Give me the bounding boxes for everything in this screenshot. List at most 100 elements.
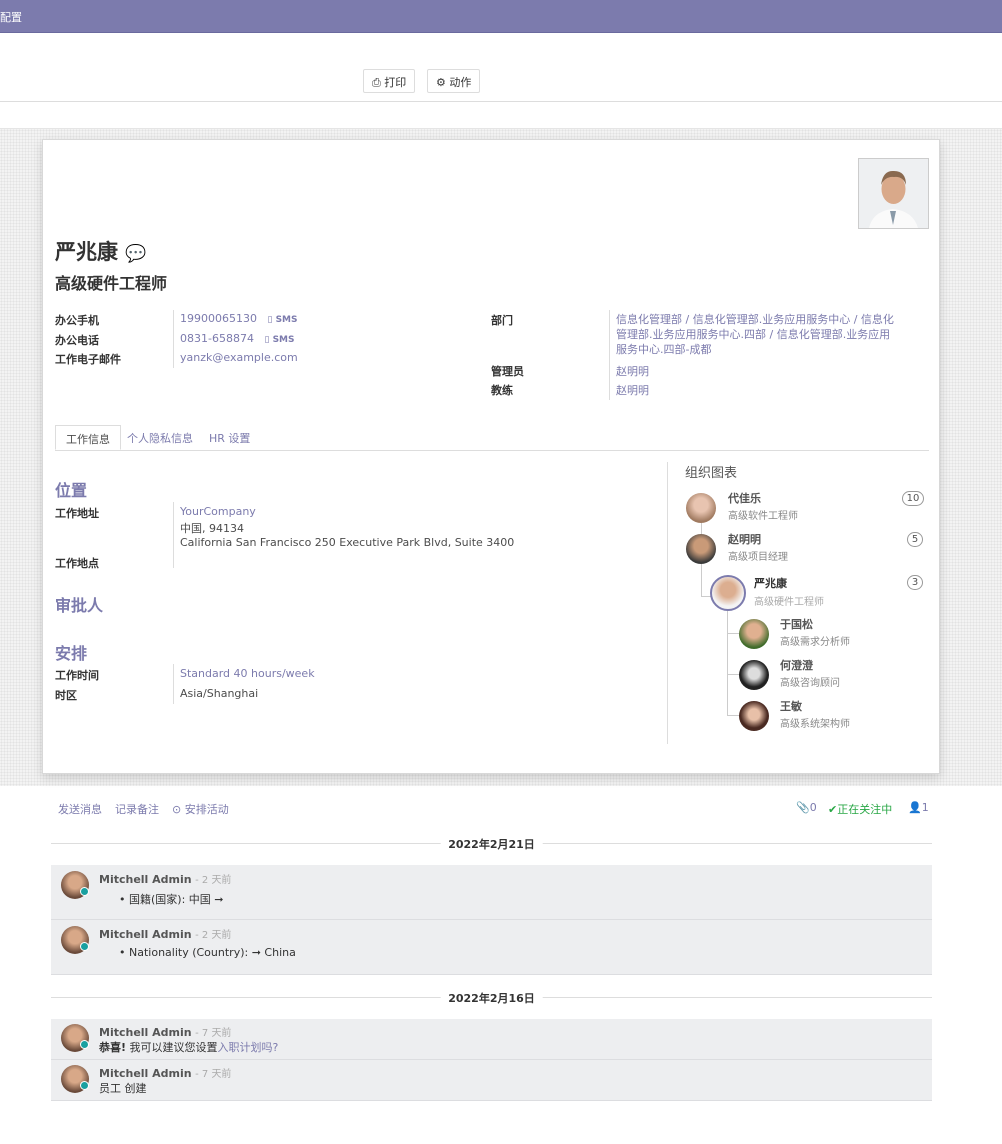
employee-form-sheet: 严兆康 💬 高级硬件工程师 办公手机 办公电话 工作电子邮件 199000651… [42, 139, 940, 774]
message-emphasis: 恭喜! [99, 1041, 127, 1054]
attachments-button[interactable]: 📎0 [796, 801, 817, 814]
employee-name: 严兆康 💬 [55, 240, 147, 264]
online-status-icon [80, 1081, 89, 1090]
paperclip-icon: 📎 [796, 801, 810, 814]
tracking-value: Nationality (Country): ➞ China [129, 946, 296, 959]
attachment-count: 0 [809, 801, 817, 814]
author-name[interactable]: Mitchell Admin [99, 1026, 192, 1039]
tab-private-info[interactable]: 个人隐私信息 [127, 432, 193, 445]
message-body: 员工 创建 [99, 1082, 147, 1095]
user-icon: 👤 [908, 801, 922, 814]
top-navbar: 配置 [0, 0, 1002, 33]
message-time: - 7 天前 [195, 1069, 232, 1080]
tab-hr-settings[interactable]: HR 设置 [209, 432, 251, 445]
message-body: 我可以建议您设置 [126, 1041, 218, 1054]
print-button[interactable]: ⎙ 打印 [363, 69, 416, 93]
email-label: 工作电子邮件 [55, 353, 121, 366]
author-name[interactable]: Mitchell Admin [99, 1067, 192, 1080]
org-subordinate-name[interactable]: 何澄澄 [780, 659, 813, 672]
message-time: - 2 天前 [195, 930, 232, 941]
action-button[interactable]: ⚙ 动作 [427, 69, 481, 93]
online-status-icon [80, 942, 89, 951]
address-line: 中国, 94134 [180, 522, 244, 535]
gear-icon: ⚙ [436, 76, 450, 89]
org-divider [667, 462, 668, 744]
address-line: California San Francisco 250 Executive P… [180, 536, 515, 549]
job-title: 高级硬件工程师 [55, 274, 168, 293]
org-manager-name[interactable]: 赵明明 [728, 533, 761, 546]
coach-value[interactable]: 赵明明 [616, 384, 649, 397]
working-hours-label: 工作时间 [55, 669, 99, 682]
org-subordinate-name[interactable]: 于国松 [780, 618, 813, 631]
divider [173, 502, 174, 568]
manager-label: 管理员 [491, 365, 524, 378]
author-name[interactable]: Mitchell Admin [99, 928, 192, 941]
org-subordinate-job: 高级需求分析师 [780, 637, 850, 648]
chat-icon[interactable]: 💬 [125, 244, 147, 264]
phone-label: 办公电话 [55, 334, 99, 347]
mobile-field: 19900065130 ▯ SMS [180, 312, 298, 325]
org-subordinate-job: 高级咨询顾问 [780, 678, 840, 689]
company-link[interactable]: YourCompany [180, 505, 256, 518]
department-label: 部门 [491, 314, 513, 327]
action-label: 动作 [449, 76, 472, 89]
working-hours-value[interactable]: Standard 40 hours/week [180, 667, 315, 680]
timezone-value[interactable]: Asia/Shanghai [180, 687, 259, 700]
section-location: 位置 [55, 481, 88, 500]
department-value[interactable]: 信息化管理部 / 信息化管理部.业务应用服务中心 / 信息化管理部.业务应用服务… [616, 313, 894, 356]
org-manager-name[interactable]: 代佳乐 [728, 492, 761, 505]
message: Mitchell Admin - 7 天前 员工 创建 [51, 1060, 932, 1101]
employee-photo[interactable] [858, 158, 929, 229]
tracking-value: 国籍(国家): 中国 ➞ [129, 893, 224, 906]
phone-value[interactable]: 0831-658874 [180, 332, 254, 345]
following-button[interactable]: ✔正在关注中 [828, 801, 892, 817]
subordinate-count-badge[interactable]: 10 [902, 491, 924, 506]
date-label: 2022年2月16日 [440, 990, 543, 1006]
online-status-icon [80, 887, 89, 896]
work-location-label: 工作地点 [55, 557, 99, 570]
coach-label: 教练 [491, 384, 513, 397]
date-separator: 2022年2月21日 [51, 836, 932, 852]
manager-value[interactable]: 赵明明 [616, 365, 649, 378]
org-chart-title: 组织图表 [685, 466, 738, 481]
schedule-activity-button[interactable]: ⊙ 安排活动 [172, 801, 229, 817]
control-panel: ⎙ 打印 ⚙ 动作 [0, 33, 1002, 102]
avatar[interactable] [686, 493, 716, 523]
phone-field: 0831-658874 ▯ SMS [180, 332, 294, 345]
send-message-button[interactable]: 发送消息 [58, 803, 102, 816]
org-subordinate-name[interactable]: 王敏 [780, 700, 802, 713]
sms-label: SMS [275, 315, 298, 325]
divider [173, 664, 174, 704]
subordinate-count-badge[interactable]: 3 [907, 575, 923, 590]
tab-work-info[interactable]: 工作信息 [55, 425, 121, 450]
subordinate-count-badge[interactable]: 5 [907, 532, 923, 547]
email-value[interactable]: yanzk@example.com [180, 351, 298, 364]
message: Mitchell Admin - 7 天前 恭喜! 我可以建议您设置入职计划吗? [51, 1019, 932, 1060]
avatar[interactable] [739, 701, 769, 731]
avatar-current-employee [710, 575, 746, 611]
sms-phone-button[interactable]: ▯ SMS [264, 335, 295, 345]
avatar[interactable] [739, 660, 769, 690]
sms-label: SMS [272, 335, 295, 345]
log-note-button[interactable]: 记录备注 [115, 803, 159, 816]
date-separator: 2022年2月16日 [51, 990, 932, 1006]
divider [173, 310, 174, 368]
onboarding-plan-link[interactable]: 入职计划吗? [217, 1041, 279, 1054]
check-icon: ✔ [828, 803, 838, 816]
section-schedule: 安排 [55, 644, 88, 663]
message-time: - 7 天前 [195, 1028, 232, 1039]
work-address-label: 工作地址 [55, 507, 99, 520]
sms-mobile-button[interactable]: ▯ SMS [267, 315, 298, 325]
clock-icon: ⊙ [172, 803, 182, 816]
org-manager-job: 高级项目经理 [728, 552, 788, 563]
avatar[interactable] [686, 534, 716, 564]
divider [609, 310, 610, 400]
date-label: 2022年2月21日 [440, 836, 543, 852]
following-label: 正在关注中 [837, 803, 893, 816]
app-title[interactable]: 配置 [0, 11, 22, 24]
author-name[interactable]: Mitchell Admin [99, 873, 192, 886]
avatar[interactable] [739, 619, 769, 649]
org-self-job: 高级硬件工程师 [754, 597, 824, 608]
followers-button[interactable]: 👤1 [908, 801, 929, 814]
mobile-value[interactable]: 19900065130 [180, 312, 257, 325]
